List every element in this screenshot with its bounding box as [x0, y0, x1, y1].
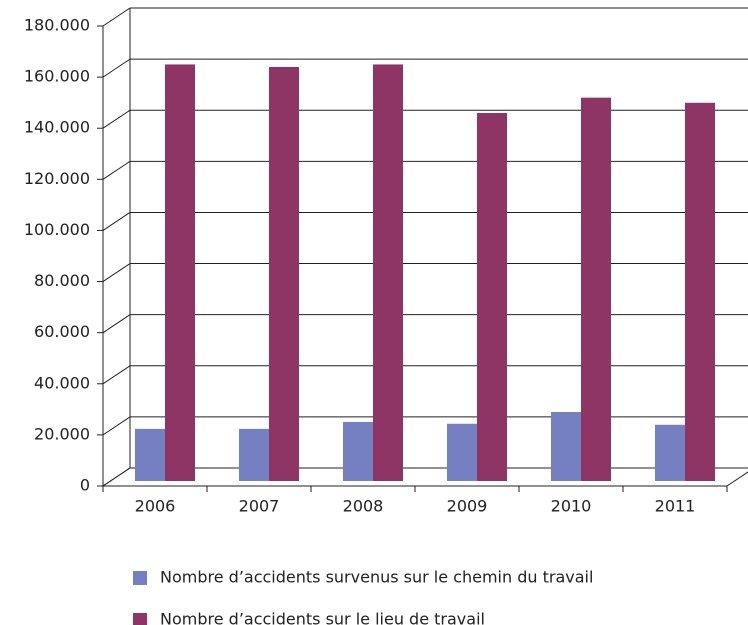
bar: [135, 428, 165, 481]
grid-diagonal: [102, 58, 131, 78]
x-tick-label: 2006: [135, 497, 176, 516]
bar: [343, 421, 373, 481]
y-tick-label: 80.000: [34, 271, 90, 290]
bar: [581, 97, 611, 482]
bar: [685, 102, 715, 482]
bar: [373, 64, 403, 481]
y-tick-label: 20.000: [34, 424, 90, 443]
y-tick-label: 60.000: [34, 322, 90, 341]
bar: [447, 423, 477, 481]
grid-diagonal: [102, 467, 131, 487]
y-tick-label: 0: [80, 476, 90, 495]
grid-diagonal: [102, 365, 131, 385]
legend-label: Nombre d’accidents survenus sur le chemi…: [160, 568, 593, 587]
y-tick-label: 160.000: [24, 67, 90, 86]
grid-diagonal: [102, 263, 131, 282]
y-tick-label: 140.000: [24, 118, 90, 137]
grid-diagonal: [102, 212, 131, 231]
bar: [165, 64, 195, 481]
grid-diagonal: [102, 416, 131, 436]
bar: [269, 67, 299, 481]
grid-diagonal: [102, 7, 131, 27]
legend-swatch: [133, 571, 147, 585]
x-tick-label: 2010: [551, 497, 592, 516]
bar: [477, 113, 507, 481]
y-tick-label: 100.000: [24, 220, 90, 239]
legend-label: Nombre d’accidents sur le lieu de travai…: [160, 610, 485, 625]
legend-swatch: [133, 613, 147, 625]
y-tick-label: 180.000: [24, 16, 90, 35]
back-wall: [130, 7, 748, 9]
y-tick-label: 40.000: [34, 373, 90, 392]
x-tick-label: 2008: [343, 497, 384, 516]
x-tick-label: 2009: [447, 497, 488, 516]
bar: [239, 428, 269, 481]
bar: [551, 412, 581, 481]
grid-diagonal: [102, 109, 131, 129]
grid-diagonal: [102, 314, 131, 334]
floor: [101, 467, 748, 487]
x-tick-label: 2007: [239, 497, 280, 516]
x-tick-label: 2011: [655, 497, 696, 516]
y-tick-label: 120.000: [24, 169, 90, 188]
grid-diagonal: [102, 160, 131, 180]
bar: [655, 424, 685, 481]
